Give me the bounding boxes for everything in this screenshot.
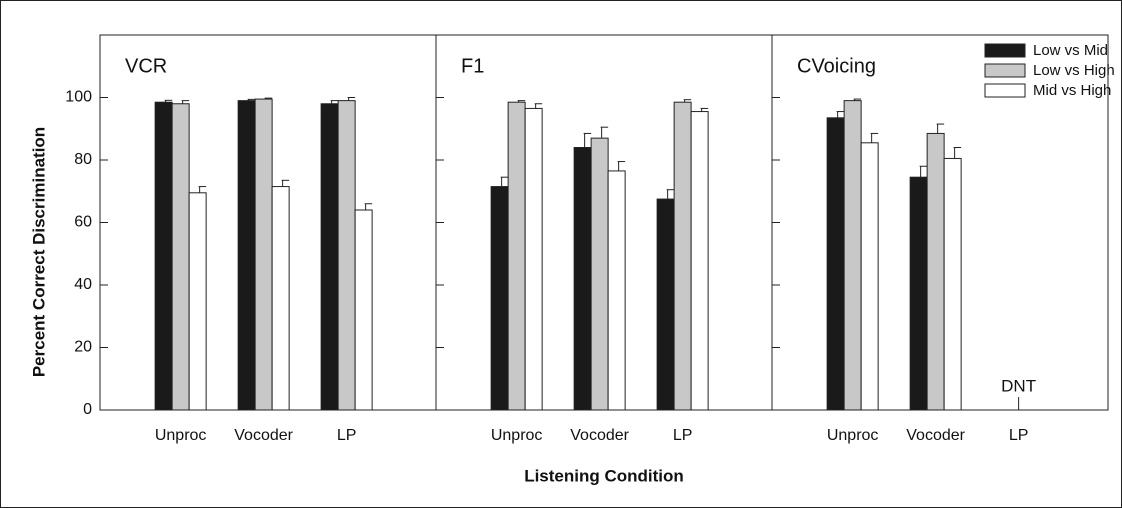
y-tick-label: 80	[74, 151, 92, 168]
bar	[673, 101, 692, 411]
bar	[590, 137, 609, 411]
bar	[843, 100, 862, 411]
bar	[354, 209, 373, 411]
bar	[337, 100, 356, 411]
bar	[320, 103, 339, 411]
bar	[524, 107, 543, 411]
bar	[656, 198, 675, 411]
legend-swatch	[984, 83, 1026, 98]
bar	[507, 101, 526, 411]
bar	[171, 103, 190, 411]
y-axis-label: Percent Correct Discrimination	[29, 127, 48, 377]
y-tick-label: 100	[65, 89, 92, 106]
bar	[573, 147, 592, 411]
x-axis-label: Listening Condition	[524, 466, 684, 485]
legend-label: Low vs High	[1033, 62, 1115, 79]
bar	[926, 132, 945, 411]
bar	[188, 192, 207, 411]
bar	[690, 111, 709, 411]
x-tick-label: Unproc	[827, 427, 879, 444]
bar	[607, 170, 626, 411]
x-tick-label: LP	[673, 427, 693, 444]
panel-title: VCR	[125, 55, 167, 77]
legend-swatch	[984, 63, 1026, 78]
y-tick-label: 20	[74, 339, 92, 356]
x-tick-label: Vocoder	[906, 427, 965, 444]
y-tick-label: 40	[74, 276, 92, 293]
legend-label: Mid vs High	[1033, 82, 1111, 99]
x-tick-label: Vocoder	[570, 427, 629, 444]
legend-label: Low vs Mid	[1033, 42, 1108, 59]
bar	[943, 157, 962, 411]
panel-title: F1	[461, 55, 484, 77]
bar	[154, 101, 173, 411]
y-tick-label: 60	[74, 214, 92, 231]
legend-swatch	[984, 43, 1026, 58]
y-tick-label: 0	[83, 401, 92, 418]
bar	[826, 117, 845, 411]
bar	[237, 100, 256, 411]
x-tick-label: Unproc	[155, 427, 207, 444]
x-tick-label: LP	[1009, 427, 1029, 444]
bar	[271, 186, 290, 411]
x-tick-label: Unproc	[491, 427, 543, 444]
bar	[860, 142, 879, 411]
x-tick-label: LP	[337, 427, 357, 444]
x-tick-label: Vocoder	[234, 427, 293, 444]
annotation: DNT	[1001, 376, 1036, 395]
bar	[254, 98, 273, 411]
bar	[490, 186, 509, 411]
panel-title: CVoicing	[797, 55, 876, 77]
bar	[909, 176, 928, 411]
